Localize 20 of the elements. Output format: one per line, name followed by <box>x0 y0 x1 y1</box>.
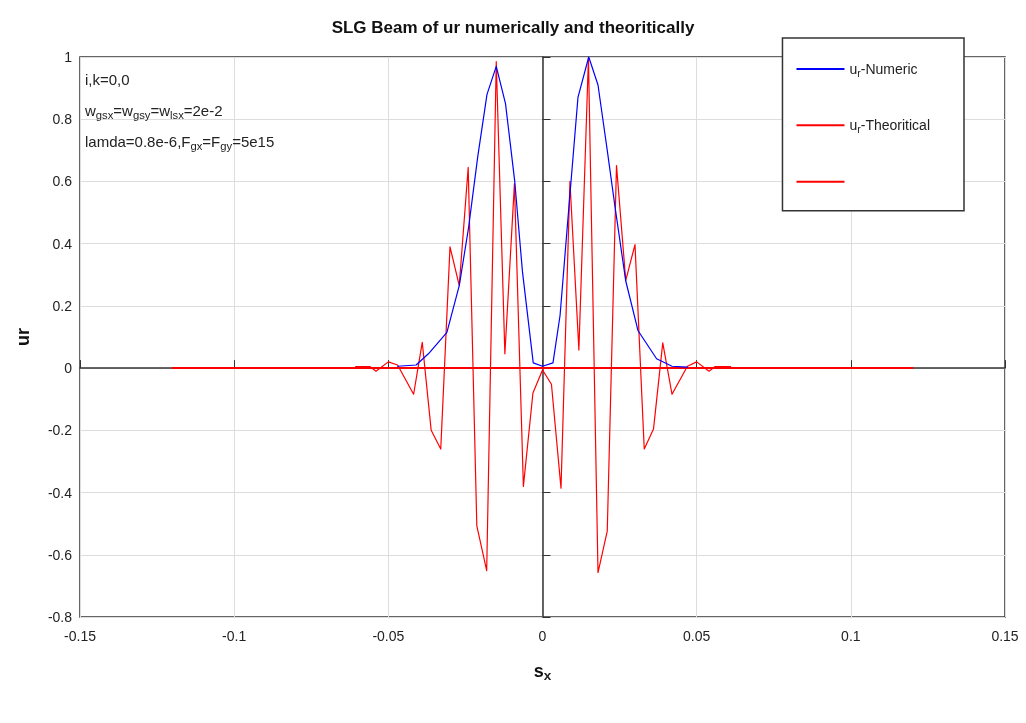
annotation: i,k=0,0 <box>85 71 130 88</box>
y-tick-label: -0.8 <box>47 609 73 625</box>
y-tick-label: -0.2 <box>47 422 73 439</box>
y-tick-label: 0.8 <box>52 111 73 128</box>
x-tick-label: -0.15 <box>64 628 97 644</box>
chart-title: SLG Beam of ur numerically and theoritically <box>331 18 695 37</box>
y-tick-label: -0.4 <box>47 484 73 501</box>
y-tick-label: 0.4 <box>52 235 73 252</box>
x-tick-label: -0.05 <box>372 628 405 644</box>
x-tick-label: 0 <box>538 628 547 644</box>
y-tick-label: 0 <box>64 360 73 377</box>
x-tick-label: 0.15 <box>991 628 1019 644</box>
y-tick-label: 1 <box>64 49 73 65</box>
x-tick-label: 0.05 <box>683 628 711 644</box>
x-tick-label: 0.1 <box>841 628 861 644</box>
x-tick-label: -0.1 <box>222 628 247 644</box>
y-tick-label: -0.6 <box>47 546 73 563</box>
y-tick-label: 0.2 <box>52 297 73 314</box>
y-tick-label: 0.6 <box>52 173 73 190</box>
y-axis-title: ur <box>13 328 33 346</box>
